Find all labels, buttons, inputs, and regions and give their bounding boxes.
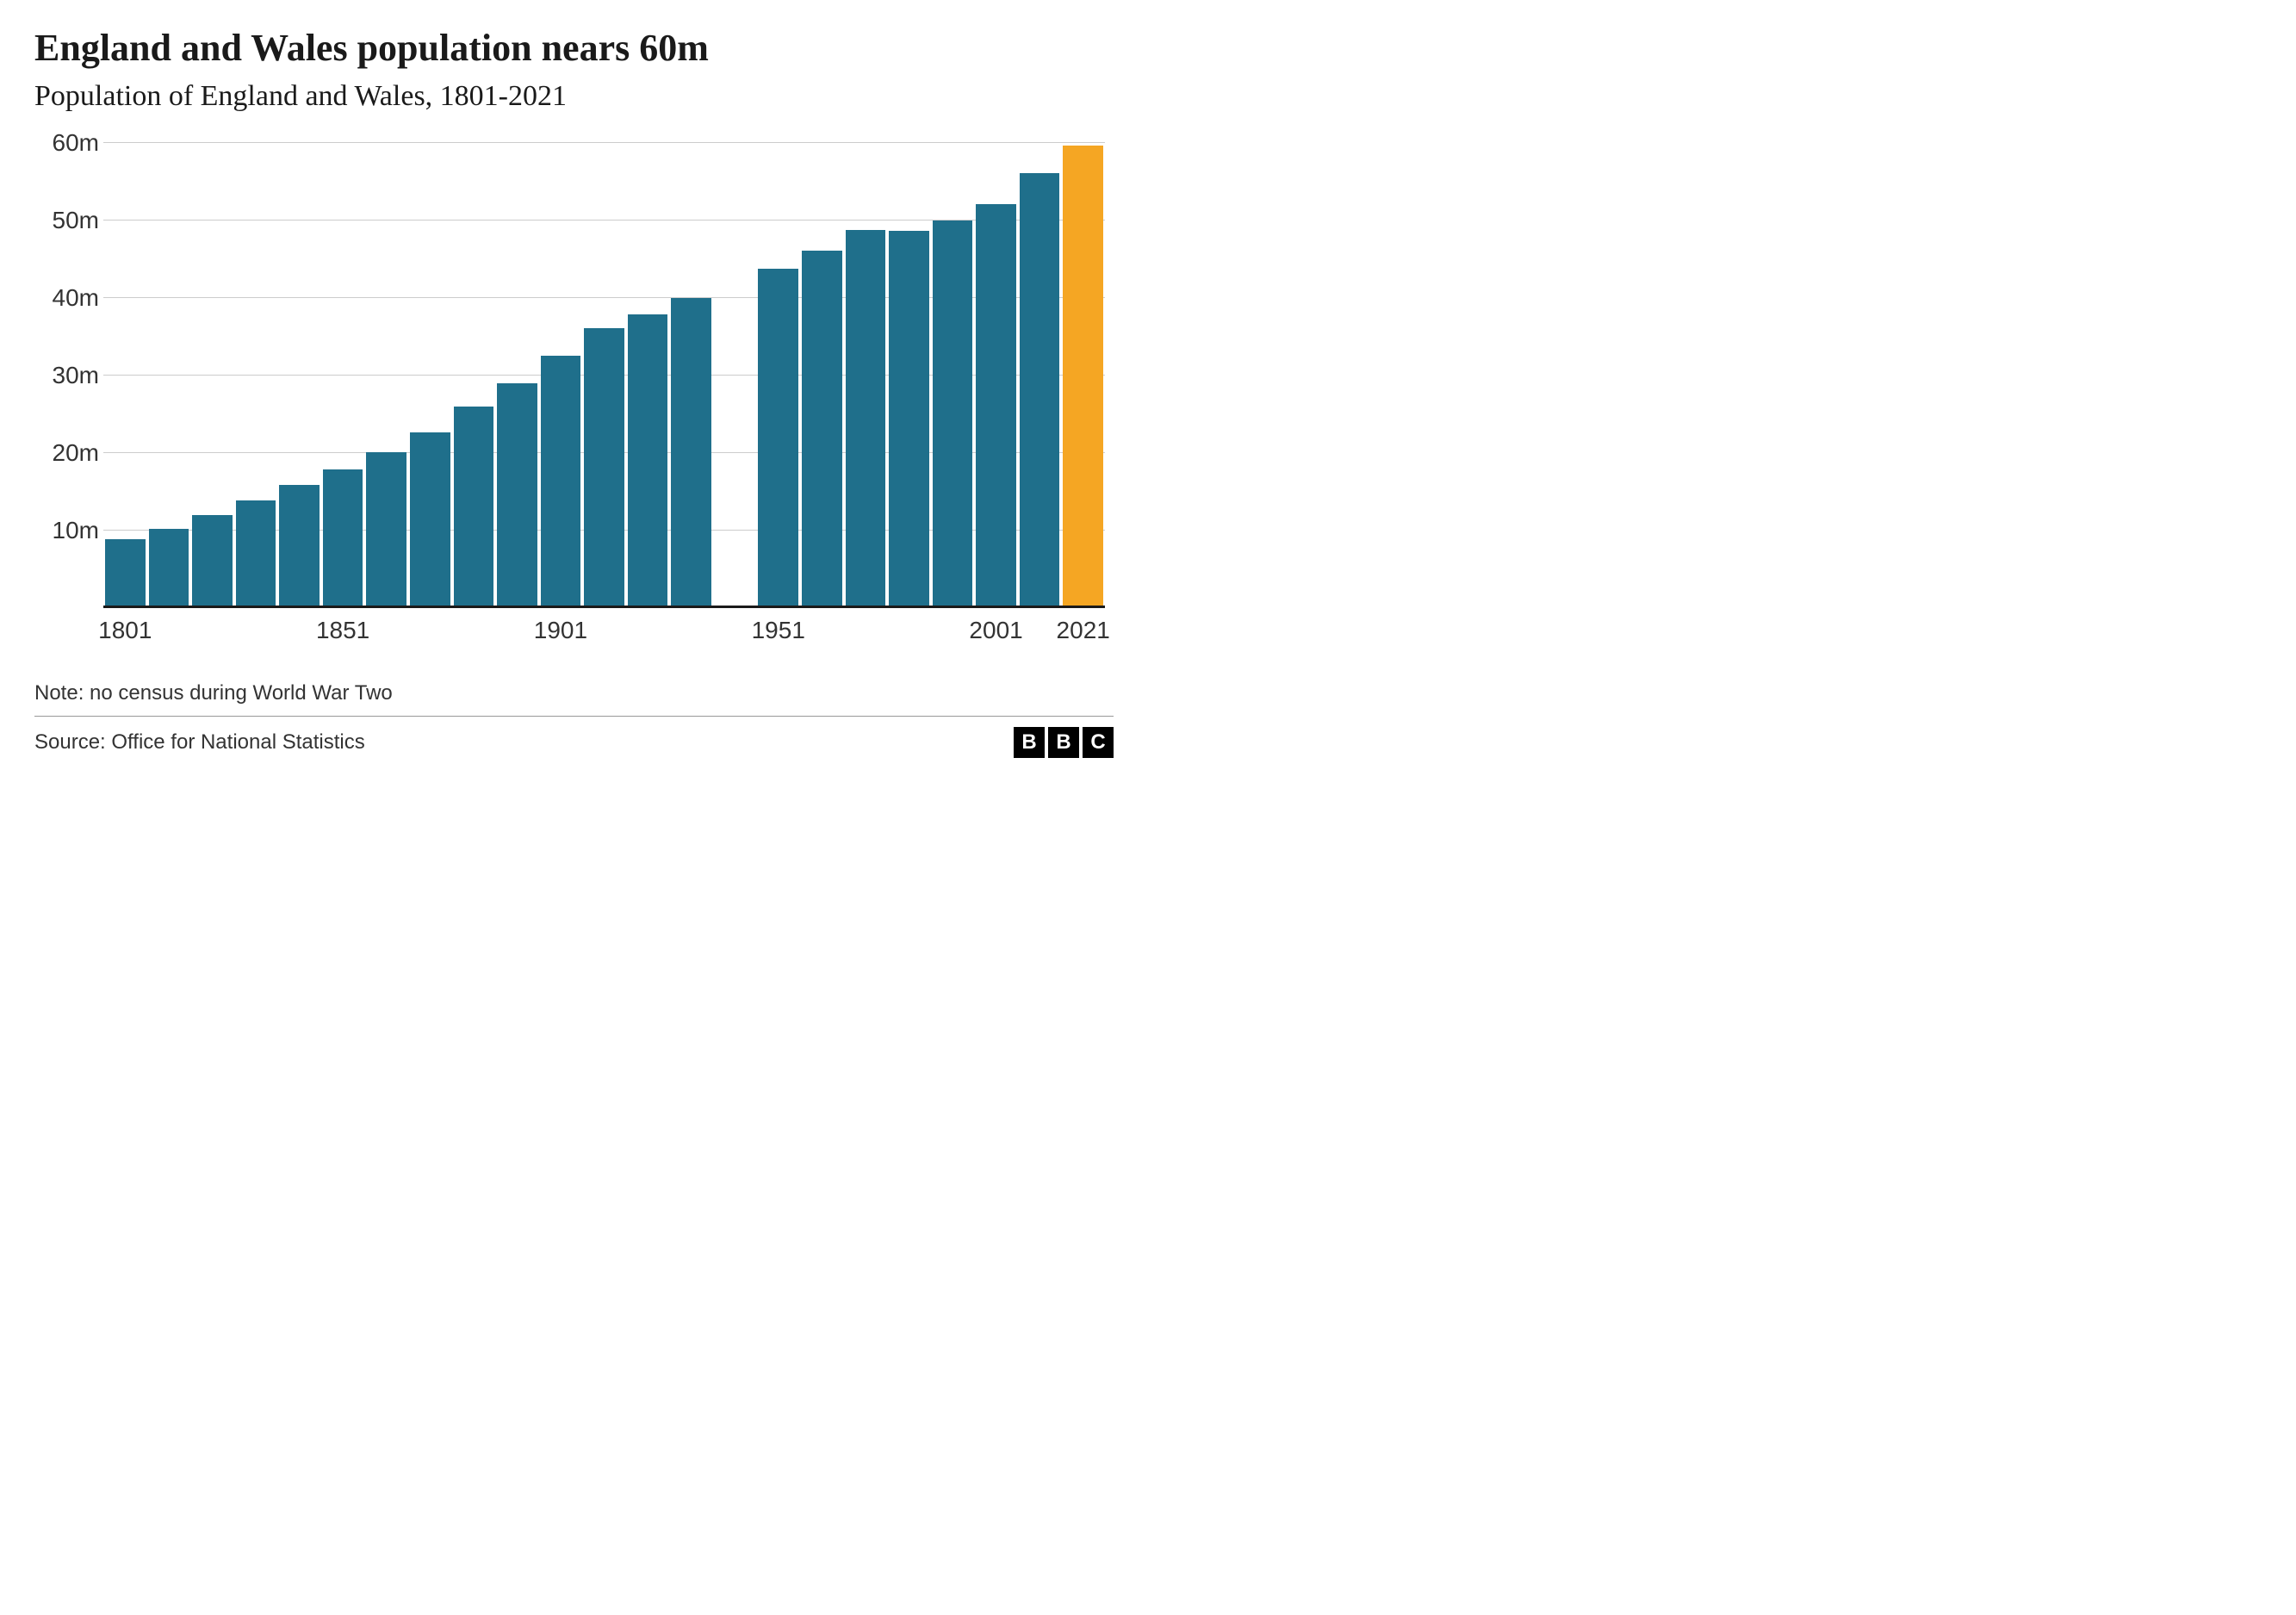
bar xyxy=(279,485,320,608)
bar xyxy=(1020,173,1060,608)
bar-highlight xyxy=(1063,146,1103,607)
plot-region: 180118511901195120012021 xyxy=(103,143,1105,608)
bbc-logo: BBC xyxy=(1014,727,1114,758)
bar xyxy=(410,432,450,608)
x-axis-label: 1851 xyxy=(316,617,369,644)
bar-slot xyxy=(105,143,146,608)
bar-slot xyxy=(846,143,886,608)
bar xyxy=(541,356,581,608)
bar-slot xyxy=(279,143,320,608)
bar-slot xyxy=(1063,143,1103,608)
bar xyxy=(671,298,711,608)
bbc-logo-block: B xyxy=(1048,727,1079,758)
bar-slot xyxy=(976,143,1016,608)
bar xyxy=(366,452,406,608)
bar-slot xyxy=(454,143,494,608)
bars-group xyxy=(103,143,1105,608)
bar xyxy=(497,383,537,608)
bbc-logo-block: B xyxy=(1014,727,1045,758)
bar-slot xyxy=(236,143,276,608)
bar-slot xyxy=(584,143,624,608)
bar-slot xyxy=(802,143,842,608)
bar xyxy=(976,204,1016,608)
x-axis-label: 2021 xyxy=(1057,617,1110,644)
y-axis-label: 40m xyxy=(53,284,99,312)
bar xyxy=(454,407,494,608)
bar xyxy=(933,221,973,608)
bar-slot xyxy=(758,143,798,608)
x-axis-baseline xyxy=(103,606,1105,608)
x-axis-label: 2001 xyxy=(969,617,1022,644)
x-axis-label: 1901 xyxy=(534,617,587,644)
bar-slot xyxy=(410,143,450,608)
bar xyxy=(149,529,189,608)
bar-slot xyxy=(628,143,668,608)
bar xyxy=(192,515,233,608)
chart-footer: Source: Office for National Statistics B… xyxy=(34,727,1114,758)
source-text: Source: Office for National Statistics xyxy=(34,730,365,755)
bar-slot xyxy=(323,143,363,608)
bar-slot xyxy=(192,143,233,608)
bar-slot xyxy=(497,143,537,608)
bar xyxy=(802,251,842,608)
bar-slot xyxy=(715,143,755,608)
bar-slot xyxy=(149,143,189,608)
bar-slot xyxy=(671,143,711,608)
bar xyxy=(584,328,624,608)
bar-slot xyxy=(933,143,973,608)
x-axis-label: 1801 xyxy=(98,617,152,644)
y-axis-label: 30m xyxy=(53,362,99,389)
bar-slot xyxy=(541,143,581,608)
x-axis-label: 1951 xyxy=(752,617,805,644)
bar xyxy=(889,231,929,607)
y-axis-label: 20m xyxy=(53,439,99,467)
bbc-logo-block: C xyxy=(1083,727,1114,758)
bar xyxy=(628,314,668,608)
chart-subtitle: Population of England and Wales, 1801-20… xyxy=(34,80,1114,113)
y-axis-label: 10m xyxy=(53,517,99,544)
chart-area: 180118511901195120012021 10m20m30m40m50m… xyxy=(34,134,1114,651)
chart-note: Note: no census during World War Two xyxy=(34,681,1114,717)
y-axis-label: 50m xyxy=(53,207,99,234)
bar xyxy=(846,230,886,608)
y-axis-label: 60m xyxy=(53,129,99,157)
bar xyxy=(236,500,276,608)
bar-slot xyxy=(366,143,406,608)
bar xyxy=(105,539,146,608)
bar xyxy=(758,269,798,608)
bar-slot xyxy=(889,143,929,608)
bar-slot xyxy=(1020,143,1060,608)
chart-container: England and Wales population nears 60m P… xyxy=(0,0,1148,807)
bar xyxy=(323,469,363,608)
chart-title: England and Wales population nears 60m xyxy=(34,26,1114,71)
